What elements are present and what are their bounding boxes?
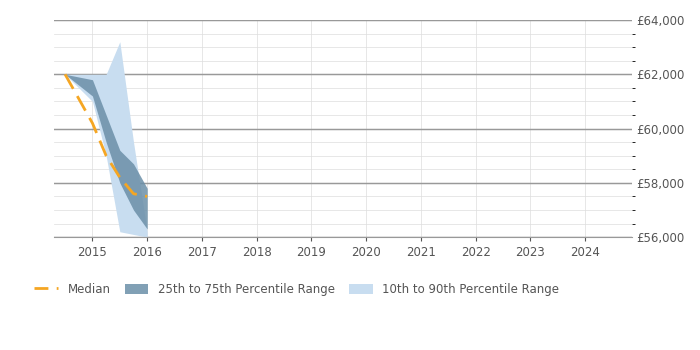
- Legend: Median, 25th to 75th Percentile Range, 10th to 90th Percentile Range: Median, 25th to 75th Percentile Range, 1…: [30, 278, 564, 301]
